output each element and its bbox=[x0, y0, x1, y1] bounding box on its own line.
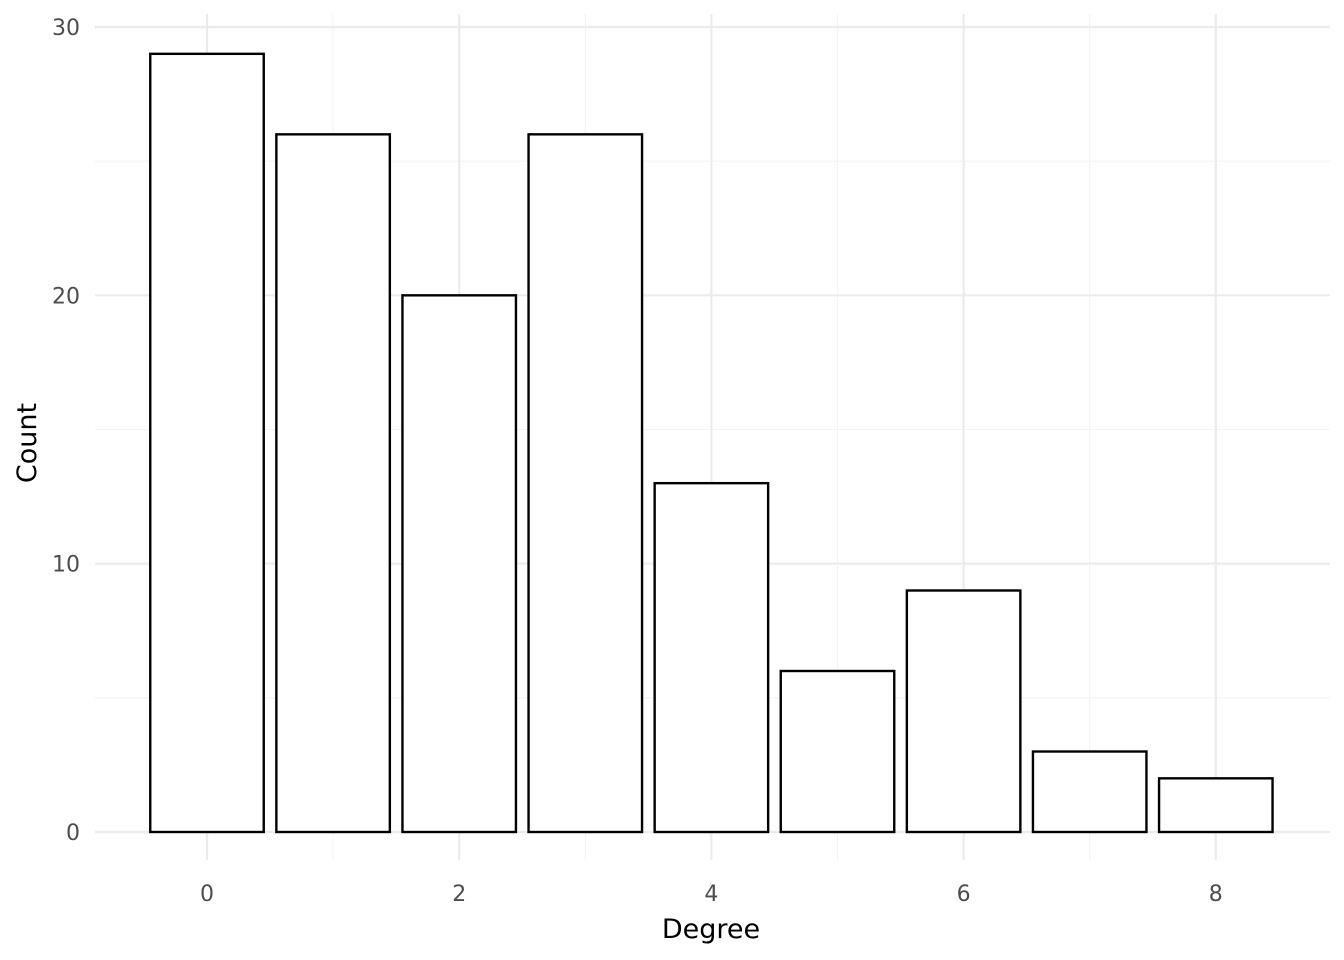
y-tick-label: 30 bbox=[52, 16, 80, 41]
bars bbox=[149, 52, 1274, 834]
bar-degree-4 bbox=[653, 481, 770, 834]
y-tick-label: 10 bbox=[52, 553, 80, 578]
y-tick-label: 20 bbox=[52, 284, 80, 309]
x-tick-label: 8 bbox=[1209, 882, 1223, 907]
bar-degree-3 bbox=[527, 133, 644, 834]
y-axis-title: Count bbox=[12, 403, 43, 483]
y-tick-labels: 0 10 20 30 bbox=[52, 16, 80, 846]
y-tick-label: 0 bbox=[66, 821, 80, 846]
bar-degree-7 bbox=[1031, 750, 1148, 834]
bar-degree-6 bbox=[905, 589, 1022, 834]
x-tick-label: 0 bbox=[200, 882, 214, 907]
bar-degree-1 bbox=[275, 133, 392, 834]
x-tick-label: 6 bbox=[957, 882, 971, 907]
x-tick-label: 4 bbox=[704, 882, 718, 907]
bar-degree-8 bbox=[1157, 777, 1274, 834]
bar-degree-5 bbox=[779, 669, 896, 834]
bar-degree-2 bbox=[401, 294, 518, 834]
x-tick-labels: 0 2 4 6 8 bbox=[200, 882, 1223, 907]
x-axis-title: Degree bbox=[662, 914, 760, 945]
x-tick-label: 2 bbox=[452, 882, 466, 907]
bar-degree-0 bbox=[149, 52, 265, 834]
